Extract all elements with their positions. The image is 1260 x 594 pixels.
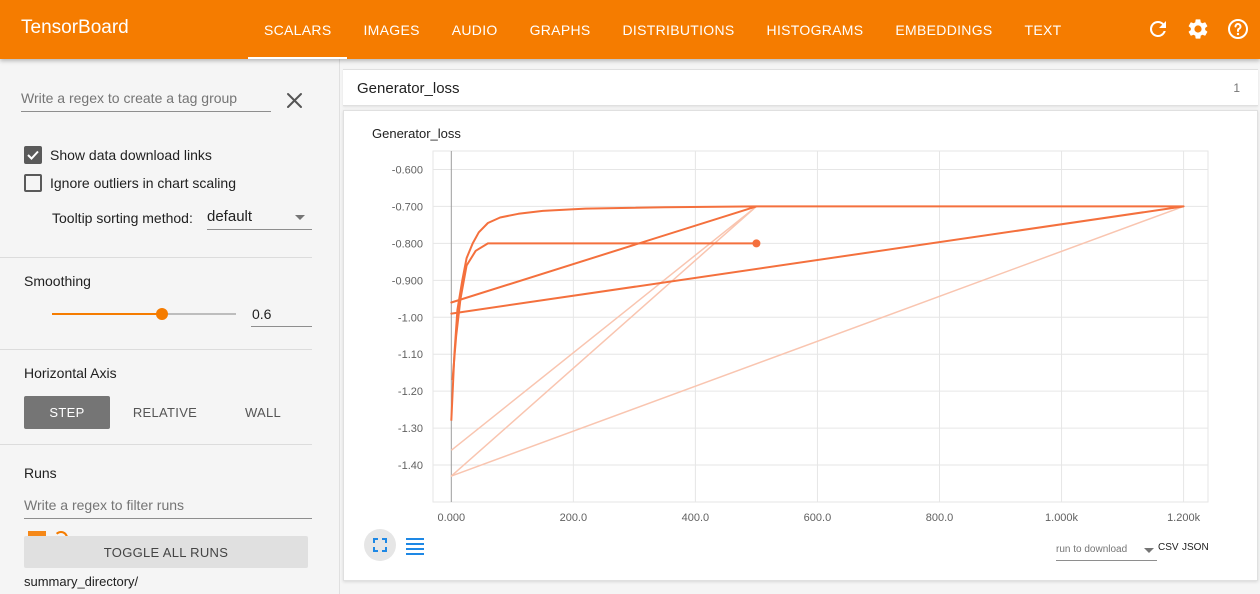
smoothing-slider[interactable] xyxy=(52,308,236,320)
tag-group-header[interactable]: Generator_loss 1 xyxy=(343,69,1258,106)
x-tick-label: 400.0 xyxy=(682,512,710,524)
x-tick-label: 200.0 xyxy=(560,512,588,524)
top-bar: TensorBoard SCALARS IMAGES AUDIO GRAPHS … xyxy=(0,0,1260,59)
y-tick-label: -1.00 xyxy=(398,312,423,324)
fullscreen-icon xyxy=(373,538,387,552)
x-tick-label: 600.0 xyxy=(804,512,832,524)
y-tick-label: -0.600 xyxy=(392,164,423,176)
tab-histograms[interactable]: HISTOGRAMS xyxy=(766,21,864,38)
list-icon[interactable] xyxy=(404,535,426,557)
runs-filter-input[interactable] xyxy=(24,492,312,519)
tag-group-regex-input[interactable] xyxy=(21,84,271,112)
app-title: TensorBoard xyxy=(21,17,129,38)
smoothed-series-line xyxy=(450,205,1185,421)
tooltip-sorting-select[interactable]: default xyxy=(207,204,312,230)
run-download-select[interactable]: run to download xyxy=(1056,539,1157,561)
x-tick-label: 1.000k xyxy=(1045,512,1079,524)
y-tick-label: -0.800 xyxy=(392,238,423,250)
y-tick-label: -0.900 xyxy=(392,275,423,287)
download-json-link[interactable]: JSON xyxy=(1182,542,1209,553)
tab-embeddings[interactable]: EMBEDDINGS xyxy=(895,21,993,38)
show-download-links-checkbox[interactable] xyxy=(24,146,42,164)
tag-group-title: Generator_loss xyxy=(357,80,460,97)
x-tick-label: 1.200k xyxy=(1167,512,1201,524)
chart-title: Generator_loss xyxy=(372,126,461,141)
checkmark-icon xyxy=(27,150,39,160)
ignore-outliers-checkbox[interactable] xyxy=(24,174,42,192)
plot-area xyxy=(432,150,1209,503)
smoothing-title: Smoothing xyxy=(24,273,91,289)
tag-group-count: 1 xyxy=(1233,81,1240,95)
y-tick-label: -1.30 xyxy=(398,423,423,435)
show-download-links-label: Show data download links xyxy=(50,147,212,163)
toggle-all-runs-button[interactable]: TOGGLE ALL RUNS xyxy=(24,536,308,568)
ignore-outliers-label: Ignore outliers in chart scaling xyxy=(50,175,236,191)
tab-audio[interactable]: AUDIO xyxy=(451,21,498,38)
axis-relative-button[interactable]: RELATIVE xyxy=(132,405,198,420)
refresh-icon[interactable] xyxy=(1146,17,1170,41)
axis-wall-button[interactable]: WALL xyxy=(244,405,282,420)
tab-graphs[interactable]: GRAPHS xyxy=(529,21,591,38)
axis-step-button[interactable]: STEP xyxy=(24,396,110,429)
smoothing-slider-fill xyxy=(52,313,163,315)
tab-bar: SCALARS IMAGES AUDIO GRAPHS DISTRIBUTION… xyxy=(248,0,1078,59)
x-tick-label: 800.0 xyxy=(926,512,954,524)
x-tick-label: 0.000 xyxy=(438,512,466,524)
tab-text[interactable]: TEXT xyxy=(1024,21,1062,38)
download-csv-link[interactable]: CSV xyxy=(1158,542,1179,553)
tab-images[interactable]: IMAGES xyxy=(363,21,420,38)
run-download-placeholder: run to download xyxy=(1056,544,1128,555)
divider xyxy=(0,349,312,350)
help-icon[interactable] xyxy=(1226,17,1250,41)
run-directory-label: summary_directory/ xyxy=(24,574,139,589)
chart-card: Generator_loss -0.600 -0.700 -0.800 -0.900-… xyxy=(343,110,1258,581)
divider xyxy=(0,444,312,445)
chevron-down-icon xyxy=(295,215,305,220)
tooltip-sorting-value: default xyxy=(207,208,253,225)
line-chart[interactable]: -0.600 -0.700 -0.800 -0.900 -1.00 -1.10 -1.20 -… xyxy=(344,111,1257,580)
close-icon[interactable] xyxy=(286,92,303,109)
y-tick-label: -0.700 xyxy=(392,201,423,213)
tab-scalars[interactable]: SCALARS xyxy=(248,0,348,59)
smoothing-value-input[interactable]: 0.6 xyxy=(251,300,312,327)
raw-series-line xyxy=(450,205,1184,477)
series-end-marker xyxy=(752,239,761,248)
smoothing-slider-knob[interactable] xyxy=(156,308,169,320)
horizontal-axis-title: Horizontal Axis xyxy=(24,365,117,381)
smoothed-series-line xyxy=(451,242,757,381)
settings-icon[interactable] xyxy=(1186,17,1210,41)
y-tick-label: -1.20 xyxy=(398,386,423,398)
divider xyxy=(0,257,312,258)
runs-title: Runs xyxy=(24,465,57,481)
chevron-down-icon xyxy=(1144,548,1154,553)
tab-distributions[interactable]: DISTRIBUTIONS xyxy=(622,21,735,38)
y-tick-label: -1.40 xyxy=(398,460,423,472)
tooltip-sorting-label: Tooltip sorting method: xyxy=(52,210,193,226)
y-tick-label: -1.10 xyxy=(398,349,423,361)
expand-chart-button[interactable] xyxy=(364,529,396,561)
